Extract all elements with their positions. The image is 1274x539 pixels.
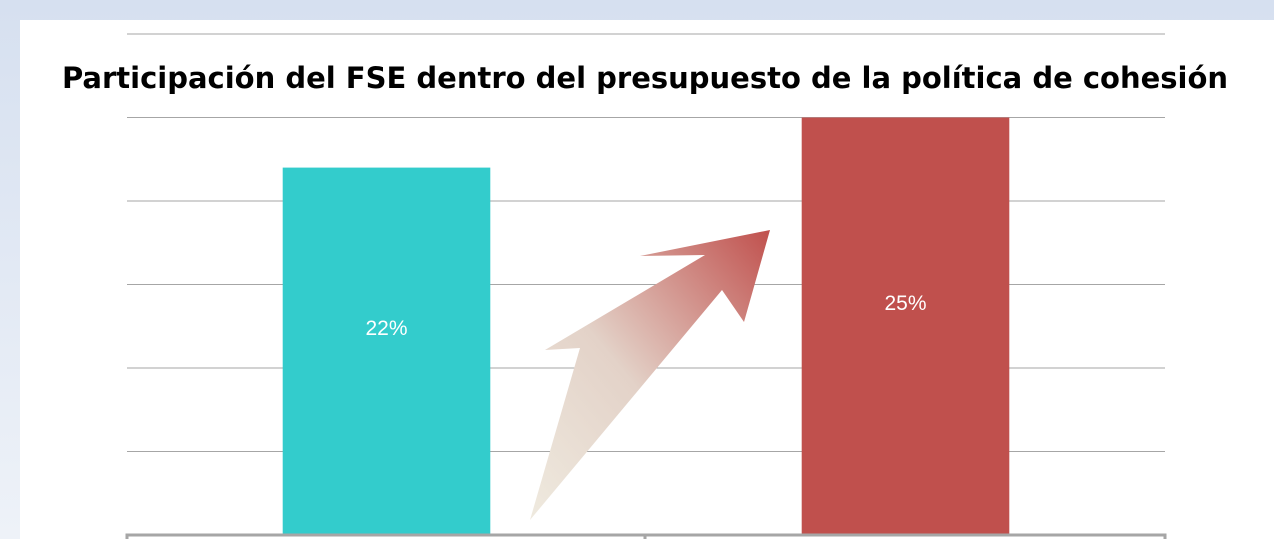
value-label: 25% — [884, 292, 926, 315]
category-box — [125, 533, 1167, 539]
panel — [20, 20, 1274, 539]
bar — [801, 117, 1010, 535]
value-label: 22% — [365, 317, 407, 340]
bar — [282, 167, 491, 535]
title-background — [60, 55, 1260, 105]
chart-title: Participación del FSE dentro del presupu… — [62, 61, 1228, 95]
arrow — [530, 230, 770, 520]
